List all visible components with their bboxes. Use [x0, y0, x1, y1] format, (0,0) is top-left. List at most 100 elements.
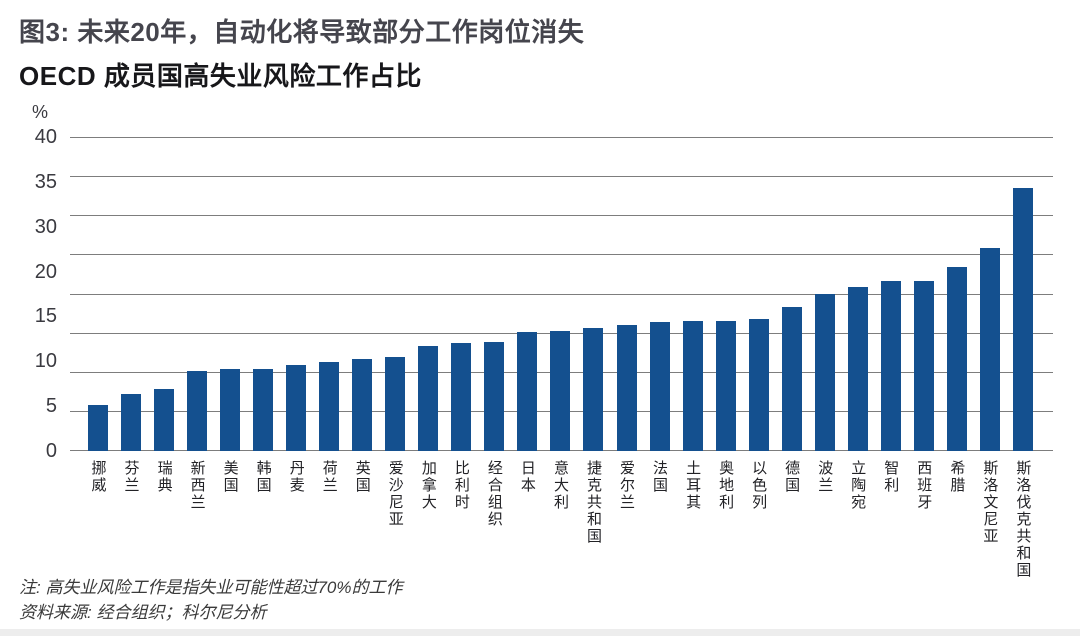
bar-slot [616, 137, 637, 451]
country-label-芬兰: 芬兰 [122, 460, 140, 494]
country-label-立陶宛: 立陶宛 [849, 460, 867, 511]
bar-slot [220, 137, 241, 451]
page-edge-strip [0, 629, 1080, 636]
x-axis-labels: 挪威 芬兰 瑞典 新西兰 美国 韩国 丹麦 荷兰 英国 爱沙尼亚 加拿大 比利时 经合组织 日本 意大利 捷克… [88, 460, 1033, 590]
bar-slot [946, 137, 967, 451]
country-label-德国: 德国 [783, 460, 801, 494]
gridline-40 [70, 137, 1053, 138]
bar-芬兰 [121, 394, 142, 451]
bar-slot [88, 137, 108, 451]
bar-slot [748, 137, 769, 451]
bar-土耳其 [682, 321, 703, 451]
x-label-slot: 新西兰 [187, 460, 207, 511]
figure-title: 图3: 未来20年，自动化将导致部分工作岗位消失 [19, 17, 585, 47]
bar-slot [880, 137, 901, 451]
source-line: 资料来源: 经合组织；科尔尼分析 [19, 603, 267, 622]
country-label-土耳其: 土耳其 [684, 460, 702, 511]
y-tick-label-30: 30 [34, 215, 57, 238]
x-label-slot: 斯洛文尼亚 [980, 460, 1000, 545]
bars-container [88, 137, 1033, 451]
bar-slot [1012, 137, 1033, 451]
y-tick-label-40: 40 [34, 126, 57, 148]
x-label-slot: 土耳其 [683, 460, 703, 511]
x-label-slot: 捷克共和国 [583, 460, 603, 545]
chart-title: OECD 成员国高失业风险工作占比 [19, 61, 422, 91]
bar-法国 [649, 322, 670, 451]
bar-slot [913, 137, 934, 451]
bar-slot [385, 137, 406, 451]
bar-slot [484, 137, 505, 451]
x-label-slot: 爱沙尼亚 [385, 460, 405, 528]
country-label-英国: 英国 [353, 460, 371, 494]
country-label-瑞典: 瑞典 [155, 460, 173, 494]
bar-slot [715, 137, 736, 451]
country-label-日本: 日本 [518, 460, 536, 494]
bar-美国 [220, 369, 241, 451]
x-label-slot: 奥地利 [716, 460, 736, 511]
bar-slot [418, 137, 439, 451]
country-label-斯洛文尼亚: 斯洛文尼亚 [981, 460, 999, 545]
bar-日本 [517, 332, 538, 451]
bar-slot [451, 137, 472, 451]
bar-斯洛文尼亚 [979, 248, 1000, 451]
bar-slot [682, 137, 703, 451]
x-label-slot: 瑞典 [154, 460, 174, 494]
y-tick-label-20: 20 [34, 260, 57, 283]
x-label-slot: 日本 [517, 460, 537, 494]
x-label-slot: 德国 [782, 460, 802, 494]
bar-slot [154, 137, 175, 451]
y-tick-label-10: 10 [34, 350, 57, 373]
x-label-slot: 美国 [220, 460, 240, 494]
x-label-slot: 法国 [650, 460, 670, 494]
bar-奥地利 [715, 321, 736, 451]
note-line: 注: 高失业风险工作是指失业可能性超过70%的工作 [19, 578, 403, 597]
bar-挪威 [88, 405, 108, 451]
y-axis-tick-labels: 40 35 30 20 15 10 5 0 [0, 127, 57, 461]
y-tick-label-35: 35 [34, 170, 57, 193]
country-label-美国: 美国 [221, 460, 239, 494]
bar-slot [583, 137, 604, 451]
bar-捷克共和国 [583, 328, 604, 451]
country-label-荷兰: 荷兰 [320, 460, 338, 494]
x-label-slot: 立陶宛 [848, 460, 868, 511]
bar-slot [253, 137, 274, 451]
y-tick-label-5: 5 [45, 395, 57, 418]
bar-意大利 [550, 331, 571, 451]
country-label-加拿大: 加拿大 [419, 460, 437, 511]
bar-爱沙尼亚 [385, 357, 406, 451]
bar-slot [352, 137, 373, 451]
bar-slot [517, 137, 538, 451]
bar-韩国 [253, 369, 274, 451]
country-label-以色列: 以色列 [750, 460, 768, 511]
y-tick-label-15: 15 [34, 305, 57, 328]
bar-智利 [880, 281, 901, 451]
bar-希腊 [946, 267, 967, 451]
plot-area [70, 137, 1053, 451]
gridline-20 [70, 294, 1053, 295]
country-label-经合组织: 经合组织 [485, 460, 503, 528]
bar-波兰 [814, 294, 835, 451]
x-label-slot: 意大利 [550, 460, 570, 511]
country-label-西班牙: 西班牙 [915, 460, 933, 511]
gridline-30 [70, 215, 1053, 216]
country-label-捷克共和国: 捷克共和国 [584, 460, 602, 545]
country-label-奥地利: 奥地利 [717, 460, 735, 511]
x-label-slot: 韩国 [253, 460, 273, 494]
x-label-slot: 西班牙 [914, 460, 934, 511]
bar-以色列 [748, 319, 769, 451]
x-label-slot: 挪威 [88, 460, 108, 494]
country-label-韩国: 韩国 [254, 460, 272, 494]
bar-slot [649, 137, 670, 451]
bar-slot [319, 137, 340, 451]
country-label-新西兰: 新西兰 [188, 460, 206, 511]
x-label-slot: 斯洛伐克共和国 [1013, 460, 1033, 579]
country-label-爱沙尼亚: 爱沙尼亚 [386, 460, 404, 528]
bar-slot [286, 137, 307, 451]
gridline-25 [70, 254, 1053, 255]
bar-英国 [352, 359, 373, 451]
bar-西班牙 [913, 281, 934, 451]
country-label-希腊: 希腊 [948, 460, 966, 494]
x-label-slot: 爱尔兰 [617, 460, 637, 511]
x-label-slot: 智利 [881, 460, 901, 494]
